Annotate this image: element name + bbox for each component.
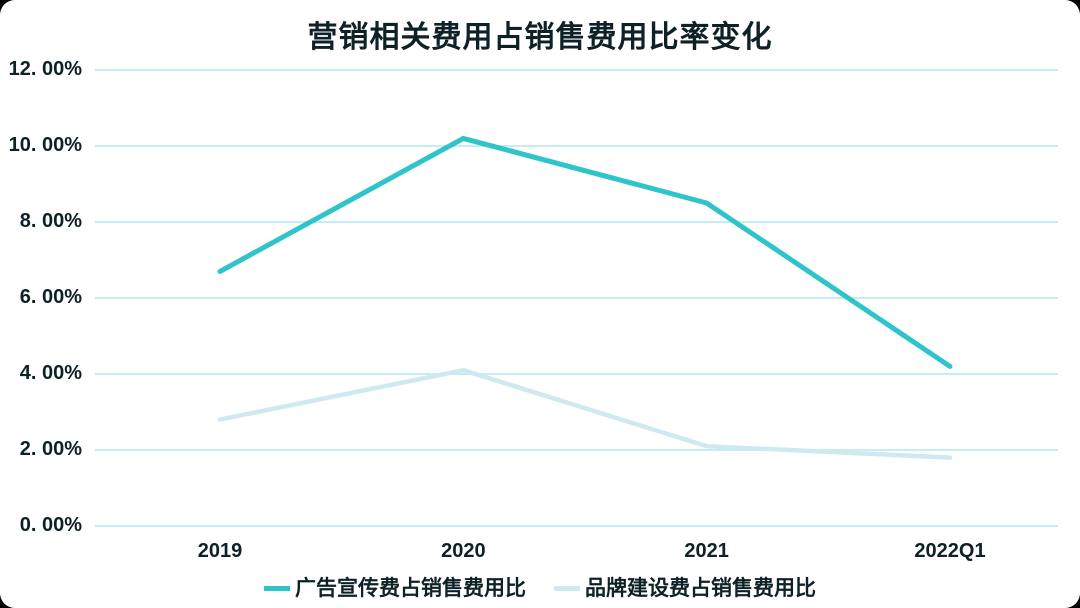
- legend-label: 广告宣传费占销售费用比: [295, 577, 526, 600]
- y-tick-text: 0. 00%: [19, 514, 82, 536]
- y-tick-text: 6. 00%: [19, 286, 82, 308]
- series-line-1: [217, 367, 953, 460]
- legend-item-1: 品牌建设费占销售费用比: [554, 578, 816, 599]
- legend-item-0: 广告宣传费占销售费用比: [264, 578, 526, 599]
- y-tick-text: 8. 00%: [19, 210, 82, 232]
- legend-line-swatch: [264, 586, 290, 591]
- y-tick-text: 4. 00%: [19, 362, 82, 384]
- x-tick-text: 2019: [197, 540, 243, 562]
- x-tick-text: 2022Q1: [914, 540, 986, 562]
- series-line-0: [217, 135, 953, 369]
- x-tick-text: 2021: [684, 540, 729, 562]
- legend: 广告宣传费占销售费用比 品牌建设费占销售费用比: [0, 578, 1080, 599]
- x-tick-text: 2020: [441, 540, 486, 562]
- legend-label: 品牌建设费占销售费用比: [585, 577, 816, 600]
- y-tick-text: 12. 00%: [8, 58, 82, 80]
- y-tick-text: 10. 00%: [8, 134, 82, 156]
- y-tick-text: 2. 00%: [19, 438, 82, 460]
- chart-title: 营销相关费用占销售费用比率变化: [307, 21, 773, 54]
- legend-line-swatch: [554, 586, 580, 591]
